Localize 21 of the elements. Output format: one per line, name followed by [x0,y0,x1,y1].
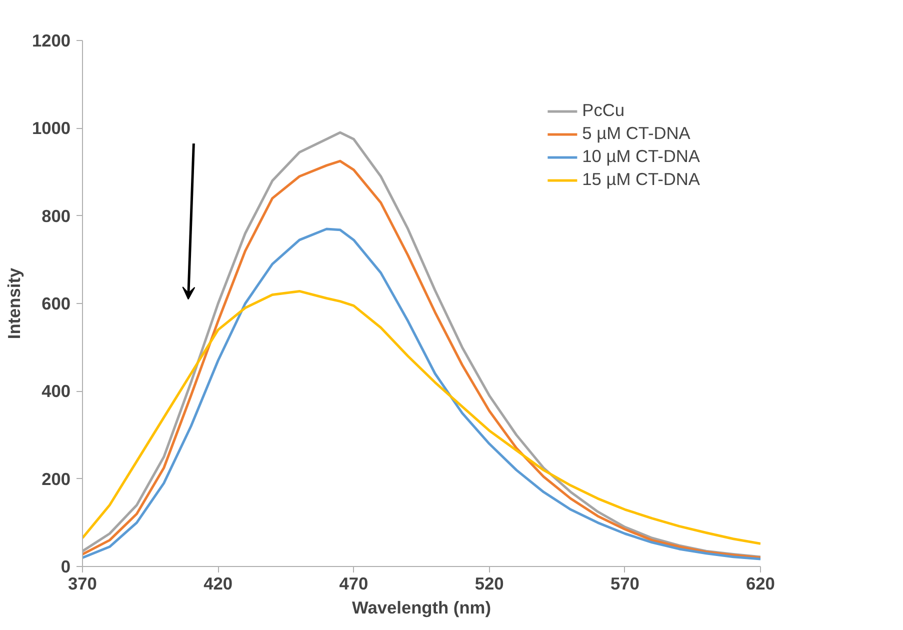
legend-label: 10 µM CT-DNA [582,146,700,167]
y-tick-label: 600 [42,294,71,314]
y-tick-label: 1200 [32,30,71,50]
x-tick-label: 420 [204,574,233,594]
y-tick-label: 800 [42,206,71,226]
y-tick-label: 200 [42,468,71,489]
line-series [82,228,760,560]
y-tick-label: 400 [42,381,71,402]
x-tick-label: 520 [474,574,504,594]
y-axis-title: Intensity [4,268,24,340]
legend-label: PcCu [582,100,625,121]
legend-label: 15 µM CT-DNA [582,169,700,190]
x-tick-label: 620 [746,574,775,594]
x-tick-label: 370 [68,574,97,594]
y-tick-label: 0 [60,556,71,576]
x-axis-title: Wavelength (nm) [352,598,491,618]
line-series [82,290,760,545]
x-tick-label: 570 [610,574,640,594]
x-tick-label: 470 [339,574,368,594]
y-tick-label: 1000 [32,118,71,138]
legend-label: 5 µM CT-DNA [582,123,690,144]
